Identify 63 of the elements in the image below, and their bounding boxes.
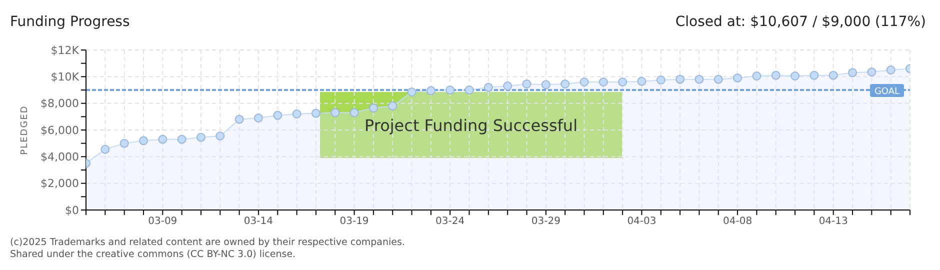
point — [196, 132, 206, 142]
x-tick-label: 03-29 — [531, 216, 560, 228]
point — [752, 72, 762, 80]
point — [598, 78, 608, 86]
point — [676, 74, 685, 84]
point — [330, 108, 340, 118]
point — [656, 76, 666, 84]
x-tick-label: 03-14 — [244, 216, 273, 228]
point — [234, 114, 244, 124]
point — [848, 68, 858, 78]
ref-line-label: GOAL — [874, 87, 900, 97]
y-tick-label: $4,000 — [40, 150, 79, 164]
y-tick-label: $10K — [50, 70, 80, 84]
point — [177, 134, 186, 144]
x-tick-label: 03-19 — [340, 216, 369, 228]
point — [714, 74, 723, 84]
point — [637, 76, 646, 86]
point — [120, 138, 129, 148]
point — [216, 132, 225, 140]
point — [618, 78, 628, 86]
point — [886, 66, 896, 74]
point — [426, 86, 436, 96]
point — [100, 144, 110, 154]
chart-subtitle: Closed at: $10,607 / $9,000 (117%) — [675, 14, 926, 30]
point — [560, 80, 570, 88]
point — [292, 110, 302, 118]
point — [446, 86, 455, 94]
x-tick-label: 03-24 — [436, 216, 465, 228]
y-tick-label: $0 — [65, 204, 79, 217]
x-tick-label: 04-03 — [627, 216, 656, 228]
point — [522, 80, 532, 88]
y-axis-title: PLEDGED — [20, 105, 30, 155]
point — [503, 82, 512, 90]
point — [388, 102, 398, 110]
chart-title: Funding Progress — [10, 14, 130, 30]
point — [311, 108, 320, 118]
point — [790, 72, 800, 80]
y-tick-label: $12K — [50, 44, 80, 57]
point — [350, 108, 359, 118]
point — [273, 110, 282, 120]
point — [407, 88, 416, 96]
y-tick-label: $2,000 — [40, 177, 79, 190]
point — [867, 68, 876, 76]
text: (c)2025 Trademarks and related content are owned by their respective companies. — [10, 237, 405, 248]
y-tick-label: $6,000 — [40, 124, 79, 137]
point — [158, 134, 168, 144]
point — [138, 136, 148, 146]
point — [694, 74, 704, 84]
point — [541, 80, 550, 90]
y-tick-label: $8,000 — [40, 97, 79, 110]
point — [464, 86, 474, 94]
point — [484, 82, 493, 92]
x-tick-label: 04-08 — [723, 216, 752, 228]
point — [771, 70, 780, 80]
point — [733, 74, 742, 82]
point — [254, 114, 263, 122]
x-tick-label: 03-09 — [148, 216, 178, 228]
text: Shared under the creative commons (CC BY-NC 3.0) license. — [10, 249, 297, 261]
point — [828, 70, 838, 80]
x-tick-label: 04-13 — [818, 216, 848, 228]
point — [810, 70, 819, 80]
point — [368, 104, 378, 112]
point — [580, 78, 589, 86]
